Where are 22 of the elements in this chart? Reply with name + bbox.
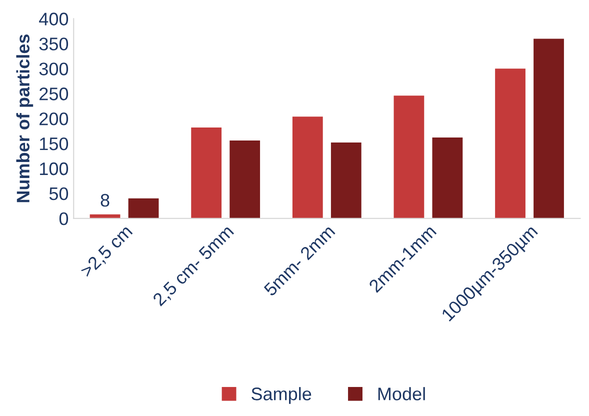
bar	[394, 96, 424, 218]
bar	[230, 140, 260, 218]
bar	[292, 116, 323, 218]
legend-label: Sample	[252, 387, 312, 404]
y-axis-title: Number of particles	[16, 34, 34, 202]
bar	[534, 38, 564, 218]
y-tick-label: 0	[59, 212, 68, 226]
y-tick-label: 150	[40, 137, 68, 150]
y-tick-label: 200	[40, 112, 68, 126]
y-tick-label: 400	[39, 12, 68, 26]
bar	[191, 128, 222, 218]
data-label: 8	[100, 194, 110, 207]
legend-label: Model	[378, 387, 425, 400]
y-tick-label: 300	[39, 62, 68, 76]
y-tick-label: 100	[40, 162, 68, 176]
bar	[432, 138, 463, 218]
bar	[330, 142, 362, 218]
bar	[128, 198, 159, 218]
y-tick-label: 250	[40, 88, 68, 100]
bar	[495, 68, 526, 218]
y-tick-label: 350	[39, 38, 68, 50]
y-tick-label: 50	[49, 187, 68, 200]
